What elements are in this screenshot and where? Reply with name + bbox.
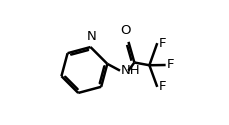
Text: F: F [166,58,173,71]
Text: F: F [158,37,165,50]
Text: NH: NH [120,64,140,77]
Text: N: N [86,30,95,43]
Text: F: F [158,80,165,93]
Text: O: O [120,24,131,38]
